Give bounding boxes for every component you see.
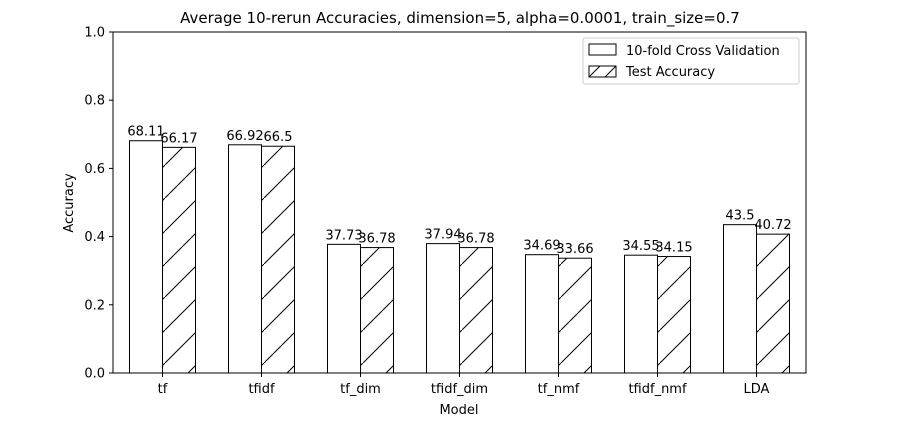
legend-swatch-hatch [604,65,617,78]
x-tick-label-tfidf: tfidf [248,382,275,397]
data-label-cv-tfidf: 66.92 [226,129,263,144]
data-label-cv-tf_dim: 37.73 [325,228,362,243]
legend-swatch-test-accuracy [588,65,617,78]
y-axis: 0.0 0.2 0.4 0.6 0.8 1.0 [84,26,113,382]
bar-cv-LDA [723,224,757,374]
data-label-test-tfidf_dim: 36.78 [457,232,494,247]
data-label-test-tf: 66.17 [160,131,197,146]
legend-label-test-accuracy: Test Accuracy [625,65,715,80]
bar-test-tfidf [261,145,295,374]
data-label-test-LDA: 40.72 [754,218,791,233]
y-tick-label-0.2: 0.2 [84,298,105,313]
data-label-cv-LDA: 43.5 [726,209,755,224]
legend: 10-fold Cross Validation Test Accuracy [582,37,800,85]
legend-frame [582,37,800,85]
y-tick-label-1.0: 1.0 [84,26,105,41]
x-tick-label-LDA: LDA [744,382,770,397]
data-label-test-tf_nmf: 33.66 [556,242,593,257]
x-tick-label-tf_dim: tf_dim [340,382,381,397]
x-tick-label-tf: tf [158,382,168,397]
data-label-cv-tf: 68.11 [127,125,164,140]
data-label-cv-tfidf_dim: 37.94 [424,228,461,243]
legend-label-cross-validation: 10-fold Cross Validation [626,44,780,59]
bar-test-LDA [756,233,790,374]
x-tick-label-tfidf_dim: tfidf_dim [431,382,488,397]
bar-cv-tf_dim [327,243,361,374]
data-label-test-tf_dim: 36.78 [358,232,395,247]
data-label-cv-tf_nmf: 34.69 [523,239,560,254]
bar-cv-tf_nmf [525,254,559,374]
y-tick-label-0.8: 0.8 [84,94,105,109]
data-label-test-tfidf_nmf: 34.15 [655,241,692,256]
bar-test-tfidf_nmf [657,256,691,374]
bar-test-tf [162,146,196,374]
bar-test-tf_dim [360,247,394,374]
x-tick-label-tfidf_nmf: tfidf_nmf [628,382,687,397]
bar-cv-tfidf_nmf [624,254,658,374]
x-tick-label-tf_nmf: tf_nmf [538,382,580,397]
legend-swatch-cross-validation [588,43,617,56]
x-axis-label: Model [439,403,478,418]
y-tick-label-0.6: 0.6 [84,162,105,177]
bar-test-tfidf_dim [459,247,493,374]
bar-cv-tfidf_dim [426,243,460,374]
bar-cv-tf [129,140,163,374]
y-tick-label-0.4: 0.4 [84,230,105,245]
legend-swatch-hatch [588,65,601,78]
bar-cv-tfidf [228,144,262,374]
x-axis: tf tfidf tf_dim tfidf_dim tf_nmf tfidf_nmf LDA [158,373,770,397]
bar-test-tf_nmf [558,257,592,374]
chart-title: Average 10-rerun Accuracies, dimension=5… [180,9,740,28]
data-label-test-tfidf: 66.5 [264,130,293,145]
data-label-cv-tfidf_nmf: 34.55 [622,239,659,254]
y-tick-label-0.0: 0.0 [84,367,105,382]
bars-group [129,140,790,374]
y-axis-label: Accuracy [62,173,77,233]
